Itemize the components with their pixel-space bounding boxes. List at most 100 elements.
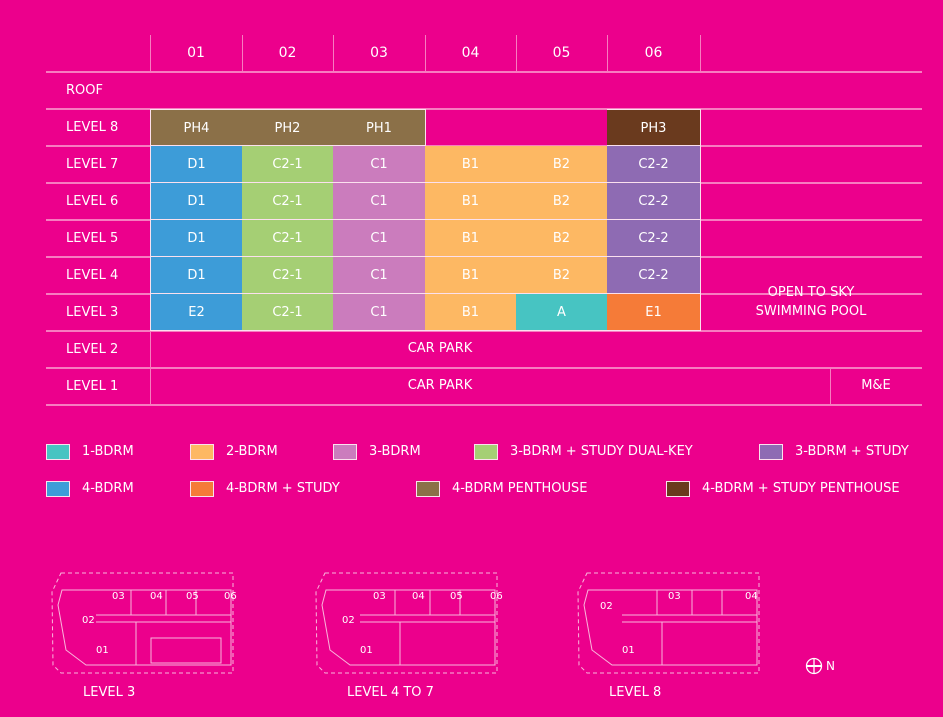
- legend-swatch: [46, 444, 70, 460]
- row-label-level-6: LEVEL 6: [66, 194, 119, 209]
- header-divider: [150, 35, 151, 72]
- header-divider: [607, 35, 608, 72]
- row-label-roof: ROOF: [66, 83, 103, 98]
- compass-icon: [805, 657, 823, 675]
- header-divider: [333, 35, 334, 72]
- pool-line-1: OPEN TO SKY: [767, 285, 855, 300]
- header-divider: [516, 35, 517, 72]
- unit-cell: C2-1: [242, 257, 334, 294]
- legend-swatch: [46, 481, 70, 497]
- plan-unit-03: 03: [112, 591, 125, 602]
- legend-swatch: [333, 444, 357, 460]
- legend-swatch: [759, 444, 783, 460]
- unit-cell: D1: [150, 220, 243, 257]
- unit-cell: PH1: [333, 109, 426, 146]
- legend-label: 2-BDRM: [226, 444, 278, 459]
- plan-unit-02: 02: [600, 601, 613, 612]
- unit-cell: B1: [425, 220, 517, 257]
- unit-cell: A: [516, 294, 608, 331]
- legend-item-b3: 3-BDRM: [333, 443, 421, 461]
- floor-plan-drawing: [315, 572, 498, 674]
- legend-swatch: [190, 481, 214, 497]
- plan-unit-03: 03: [668, 591, 681, 602]
- legend-item-b4: 4-BDRM: [46, 480, 134, 498]
- column-header-05: 05: [552, 45, 571, 61]
- plan-unit-01: 01: [360, 645, 373, 656]
- pool-line-2: SWIMMING POOL: [755, 304, 867, 319]
- unit-cell: C2-2: [607, 257, 701, 294]
- legend-label: 4-BDRM PENTHOUSE: [452, 481, 588, 496]
- unit-cell: B1: [425, 183, 517, 220]
- row-label-level-1: LEVEL 1: [66, 379, 119, 394]
- north-label: N: [826, 659, 835, 673]
- unit-cell: C2-1: [242, 220, 334, 257]
- unit-cell: PH4: [150, 109, 243, 146]
- row-divider: [46, 330, 922, 332]
- row-divider: [46, 404, 922, 406]
- column-header-01: 01: [187, 45, 205, 61]
- plan-title: LEVEL 8: [609, 685, 662, 700]
- legend-swatch: [416, 481, 440, 497]
- row-label-level-4: LEVEL 4: [66, 268, 119, 283]
- legend-swatch: [474, 444, 498, 460]
- unit-cell: C2-2: [607, 183, 701, 220]
- car-park-level-1: CAR PARK: [407, 378, 473, 393]
- column-header-06: 06: [644, 45, 663, 61]
- unit-cell: C2-1: [242, 146, 334, 183]
- unit-cell: C1: [333, 183, 426, 220]
- plan-unit-02: 02: [82, 615, 95, 626]
- legend-label: 4-BDRM + STUDY: [226, 481, 340, 496]
- plan-unit-06: 06: [224, 591, 237, 602]
- row-label-level-7: LEVEL 7: [66, 157, 119, 172]
- car-park-level-2: CAR PARK: [407, 341, 473, 356]
- unit-cell: B1: [425, 294, 517, 331]
- row-divider: [46, 108, 922, 110]
- unit-cell: C2-2: [607, 146, 701, 183]
- unit-cell: C2-2: [607, 220, 701, 257]
- unit-cell: D1: [150, 257, 243, 294]
- plan-unit-04: 04: [150, 591, 163, 602]
- floor-plan-drawing: [51, 572, 234, 674]
- unit-cell: PH3: [607, 109, 701, 146]
- unit-cell: E2: [150, 294, 243, 331]
- plan-unit-01: 01: [96, 645, 109, 656]
- legend-label: 3-BDRM + STUDY: [795, 444, 909, 459]
- north-indicator: N: [805, 657, 835, 675]
- column-header-04: 04: [461, 45, 480, 61]
- row-label-level-8: LEVEL 8: [66, 120, 119, 135]
- legend-label: 3-BDRM + STUDY DUAL-KEY: [510, 444, 693, 459]
- unit-cell: E1: [607, 294, 701, 331]
- row-label-level-5: LEVEL 5: [66, 231, 119, 246]
- legend-label: 3-BDRM: [369, 444, 421, 459]
- legend-label: 1-BDRM: [82, 444, 134, 459]
- header-divider: [242, 35, 243, 72]
- unit-cell: PH2: [242, 109, 334, 146]
- plan-unit-05: 05: [186, 591, 199, 602]
- header-divider: [425, 35, 426, 72]
- legend-item-b2: 2-BDRM: [190, 443, 278, 461]
- unit-cell: B1: [425, 257, 517, 294]
- plan-title: LEVEL 3: [83, 685, 136, 700]
- row-label-level-2: LEVEL 2: [66, 342, 119, 357]
- legend-label: 4-BDRM + STUDY PENTHOUSE: [702, 481, 900, 496]
- legend-item-b4s: 4-BDRM + STUDY: [190, 480, 340, 498]
- legend-swatch: [190, 444, 214, 460]
- unit-cell: C1: [333, 146, 426, 183]
- me-divider: [830, 367, 831, 404]
- legend-item-ph: 4-BDRM PENTHOUSE: [416, 480, 588, 498]
- row-divider: [46, 367, 922, 369]
- header-divider: [700, 35, 701, 72]
- legend-item-b3s: 3-BDRM + STUDY: [759, 443, 909, 461]
- unit-cell: D1: [150, 183, 243, 220]
- row-label-level-3: LEVEL 3: [66, 305, 119, 320]
- unit-cell: B2: [516, 146, 608, 183]
- me-label: M&E: [861, 378, 891, 393]
- plan-title: LEVEL 4 TO 7: [347, 685, 434, 700]
- plan-unit-04: 04: [412, 591, 425, 602]
- legend-item-phs: 4-BDRM + STUDY PENTHOUSE: [666, 480, 900, 498]
- plan-unit-04: 04: [745, 591, 758, 602]
- unit-cell: C1: [333, 220, 426, 257]
- plan-unit-06: 06: [490, 591, 503, 602]
- legend-swatch: [666, 481, 690, 497]
- floor-plan-drawing: [577, 572, 760, 674]
